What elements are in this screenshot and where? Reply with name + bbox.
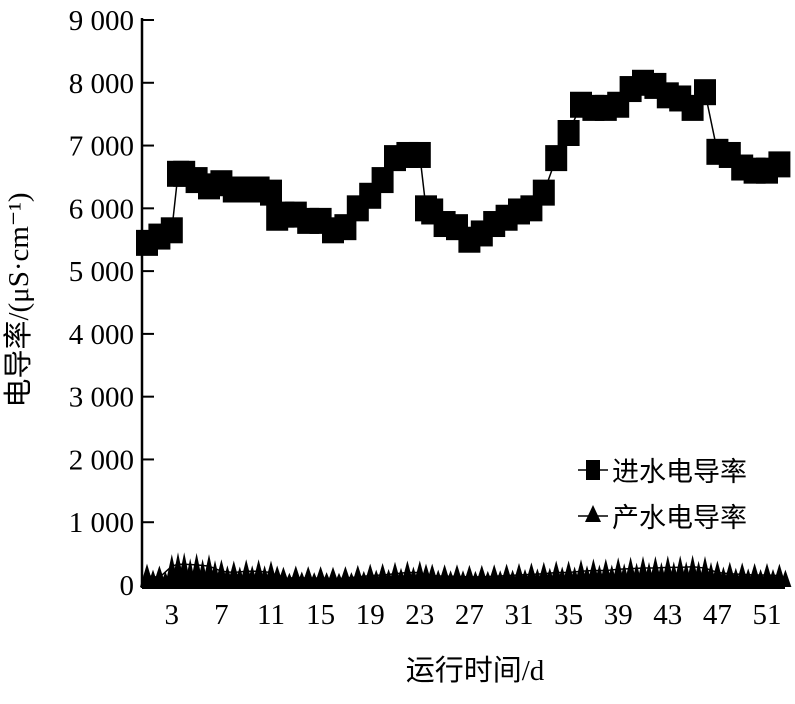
y-tick-label: 2 000: [69, 444, 134, 476]
data-point-square: [768, 151, 791, 178]
x-tick-label: 51: [753, 599, 782, 631]
y-tick-label: 4 000: [69, 319, 134, 351]
data-point-square: [545, 145, 568, 172]
y-tick-label: 0: [120, 570, 135, 602]
data-point-triangle: [779, 569, 792, 587]
data-point-square: [260, 179, 282, 206]
x-tick-label: 7: [214, 599, 229, 631]
x-tick-label: 15: [306, 599, 335, 631]
legend-square-marker: [586, 460, 600, 480]
data-point-square: [532, 179, 555, 206]
x-tick-label: 35: [554, 599, 583, 631]
y-tick-label: 9 000: [69, 5, 134, 37]
x-tick-label: 11: [257, 599, 285, 631]
data-point-square: [371, 167, 394, 194]
y-tick-label: 7 000: [69, 131, 134, 163]
x-tick-label: 19: [356, 599, 385, 631]
x-tick-label: 23: [405, 599, 434, 631]
series-layer: [136, 69, 792, 587]
x-tick-label: 3: [165, 599, 180, 631]
x-axis-label: 运行时间/d: [406, 654, 545, 687]
x-tick-label: 39: [604, 599, 633, 631]
y-tick-label: 8 000: [69, 68, 134, 100]
x-tick-label: 31: [505, 599, 534, 631]
legend-item-product: 产水电导率: [578, 503, 747, 533]
legend-label-product: 产水电导率: [612, 503, 747, 533]
series-inlet-conductivity: [136, 69, 791, 256]
data-point-square: [408, 141, 431, 168]
x-tick-label: 43: [653, 599, 682, 631]
legend-label-inlet: 进水电导率: [612, 457, 747, 487]
legend-triangle-marker: [585, 505, 601, 522]
y-tick-label: 1 000: [69, 507, 134, 539]
y-tick-label: 6 000: [69, 193, 134, 225]
data-point-square: [557, 120, 580, 146]
y-tick-label: 5 000: [69, 256, 134, 288]
axes: 0 1 000 2 000 3 000 4 000 5 000 6 000 7 000 8 00…: [69, 5, 785, 631]
legend: 进水电导率 产水电导率: [578, 457, 747, 533]
legend-item-inlet: 进水电导率: [578, 457, 747, 487]
y-axis-label: 电导率/(μS·cm⁻¹): [2, 192, 35, 407]
x-tick-label: 27: [455, 599, 484, 631]
series-product-conductivity: [140, 552, 792, 587]
data-point-square: [694, 79, 716, 106]
x-tick-label: 47: [703, 599, 732, 631]
data-point-square: [160, 217, 183, 244]
y-tick-label: 3 000: [69, 382, 134, 414]
